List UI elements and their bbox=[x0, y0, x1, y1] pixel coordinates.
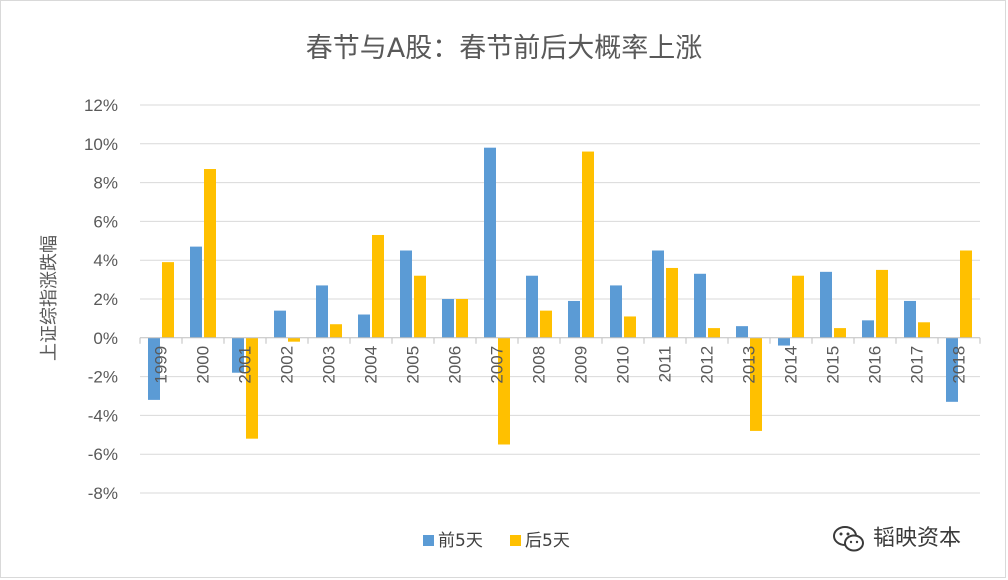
bar-pre-2006 bbox=[442, 299, 454, 338]
y-axis-label: 上证综指涨跌幅 bbox=[39, 235, 60, 361]
bar-pre-2002 bbox=[274, 310, 286, 338]
bar-pre-2007 bbox=[484, 147, 496, 338]
gridlines bbox=[140, 104, 980, 494]
chart-title: 春节与A股：春节前后大概率上涨 bbox=[306, 33, 702, 64]
bar-pre-2005 bbox=[400, 250, 412, 338]
bar-post-2001 bbox=[246, 337, 258, 439]
bar-post-2016 bbox=[876, 269, 888, 338]
x-tick-label: 1999 bbox=[152, 346, 171, 384]
legend-swatch bbox=[510, 535, 521, 546]
x-tick-label: 2000 bbox=[194, 346, 213, 384]
bar-pre-2009 bbox=[568, 300, 580, 338]
bar-pre-2011 bbox=[652, 250, 664, 338]
bar-post-1999 bbox=[162, 262, 174, 338]
y-tick-label: 10% bbox=[84, 135, 118, 154]
x-tick-labels: 1999 2000 2001 2002 2003 2004 2005 2006 2007 2008… bbox=[152, 346, 969, 384]
bar-post-2014 bbox=[792, 275, 804, 338]
x-tick-label: 2007 bbox=[488, 346, 507, 384]
bar-post-2006 bbox=[456, 299, 468, 338]
y-tick-label: 2% bbox=[93, 290, 118, 309]
x-tick-label: 2016 bbox=[866, 346, 885, 384]
bar-post-2011 bbox=[666, 267, 678, 338]
bar-pre-2010 bbox=[610, 285, 622, 338]
x-tick-label: 2010 bbox=[614, 346, 633, 384]
x-tick-label: 2011 bbox=[656, 346, 675, 383]
x-tick-label: 2017 bbox=[908, 346, 927, 384]
bar-pre-2004 bbox=[358, 314, 370, 338]
watermark-text: 韬映资本 bbox=[873, 526, 961, 551]
legend-label: 前5天 bbox=[438, 531, 483, 551]
x-tick-label: 2018 bbox=[950, 346, 969, 384]
bar-post-2004 bbox=[372, 234, 384, 338]
bar-pre-2012 bbox=[694, 273, 706, 338]
x-tick-label: 2012 bbox=[698, 346, 717, 384]
bar-pre-2014 bbox=[778, 337, 790, 346]
bar-post-2012 bbox=[708, 328, 720, 338]
x-tick-label: 2015 bbox=[824, 346, 843, 384]
x-tick-label: 2003 bbox=[320, 346, 339, 384]
bar-pre-2018 bbox=[946, 337, 958, 402]
bar-pre-2016 bbox=[862, 320, 874, 338]
bar-pre-1999 bbox=[148, 337, 160, 400]
y-tick-label: -6% bbox=[88, 445, 118, 464]
y-tick-label: 12% bbox=[84, 96, 118, 115]
bar-pre-2003 bbox=[316, 285, 328, 338]
bar-post-2008 bbox=[540, 310, 552, 338]
bar-post-2002 bbox=[288, 337, 300, 342]
bars bbox=[148, 147, 972, 445]
x-tick-label: 2001 bbox=[236, 346, 255, 384]
y-tick-label: -8% bbox=[88, 484, 118, 503]
bar-post-2007 bbox=[498, 337, 510, 445]
bar-pre-2015 bbox=[820, 271, 832, 338]
bar-post-2013 bbox=[750, 337, 762, 431]
x-tick-label: 2005 bbox=[404, 346, 423, 384]
bar-post-2009 bbox=[582, 151, 594, 338]
bar-pre-2001 bbox=[232, 337, 244, 373]
x-axis bbox=[139, 337, 981, 344]
y-tick-label: 0% bbox=[93, 329, 118, 348]
y-tick-label: 6% bbox=[93, 212, 118, 231]
x-tick-label: 2006 bbox=[446, 346, 465, 384]
x-tick-label: 2014 bbox=[782, 346, 801, 384]
y-tick-label: 4% bbox=[93, 251, 118, 270]
y-tick-label: 8% bbox=[93, 174, 118, 193]
bar-post-2000 bbox=[204, 169, 216, 338]
bar-post-2005 bbox=[414, 275, 426, 338]
bar-pre-2013 bbox=[736, 326, 748, 338]
legend-label: 后5天 bbox=[525, 531, 570, 551]
x-tick-label: 2009 bbox=[572, 346, 591, 384]
bar-pre-2000 bbox=[190, 246, 202, 338]
legend-swatch bbox=[423, 535, 434, 546]
legend: 前5天 后5天 bbox=[423, 531, 570, 551]
bar-post-2017 bbox=[918, 322, 930, 338]
x-tick-label: 2002 bbox=[278, 346, 297, 384]
y-tick-label: -4% bbox=[88, 406, 118, 425]
x-tick-label: 2004 bbox=[362, 346, 381, 384]
wechat-icon bbox=[833, 526, 864, 552]
watermark: 韬映资本 bbox=[833, 526, 961, 552]
bar-post-2015 bbox=[834, 328, 846, 338]
bar-pre-2017 bbox=[904, 300, 916, 338]
y-tick-labels: -8% -6% -4% -2% 0% 2% 4% 6% 8% 10% 12% bbox=[84, 96, 118, 503]
y-tick-label: -2% bbox=[88, 368, 118, 387]
x-tick-label: 2008 bbox=[530, 346, 549, 384]
bar-post-2010 bbox=[624, 316, 636, 338]
bar-post-2003 bbox=[330, 324, 342, 338]
x-tick-label: 2013 bbox=[740, 346, 759, 384]
bar-post-2018 bbox=[960, 250, 972, 338]
bar-pre-2008 bbox=[526, 275, 538, 338]
